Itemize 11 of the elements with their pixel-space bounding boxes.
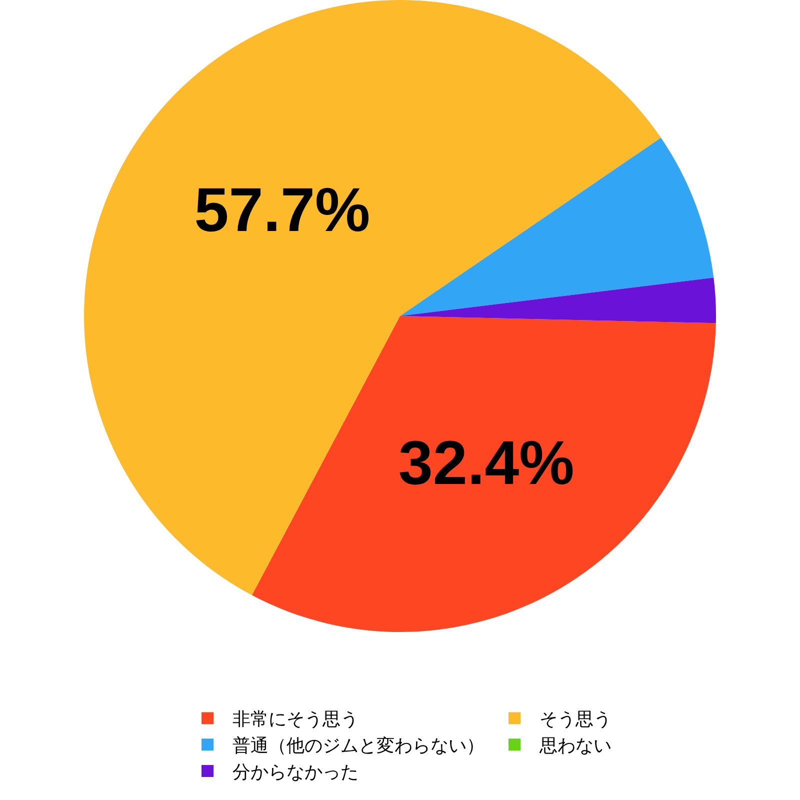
pie-slice xyxy=(252,316,716,632)
pie-slice xyxy=(400,138,714,316)
data-label: 32.4% xyxy=(398,428,574,498)
data-label: 57.7% xyxy=(194,176,370,246)
pie-slice xyxy=(400,278,716,324)
pie-slice xyxy=(84,0,661,596)
legend-label: そう思う xyxy=(540,709,612,730)
legend-label: 分からなかった xyxy=(232,762,358,784)
legend-label: 非常にそう思う xyxy=(232,709,358,730)
legend-label: 思わない xyxy=(538,736,612,757)
legend-label: 普通（他のジムと変わらない） xyxy=(232,736,484,757)
